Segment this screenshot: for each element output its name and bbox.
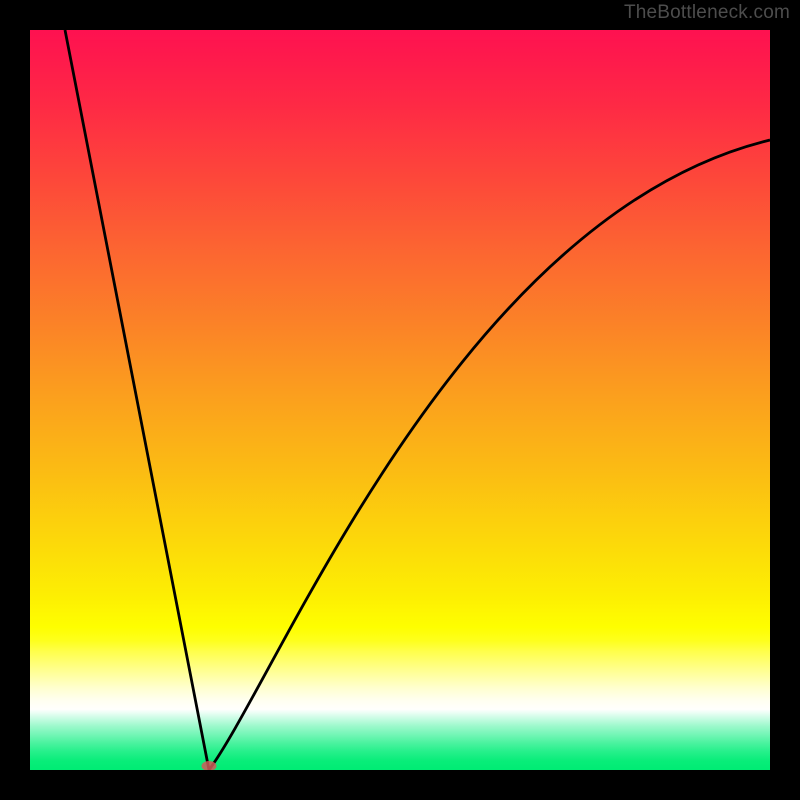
plot-area [30,30,770,770]
chart-frame: TheBottleneck.com [0,0,800,800]
chart-background [30,30,770,770]
watermark-text: TheBottleneck.com [624,2,790,24]
bottleneck-curve-chart [30,30,770,770]
